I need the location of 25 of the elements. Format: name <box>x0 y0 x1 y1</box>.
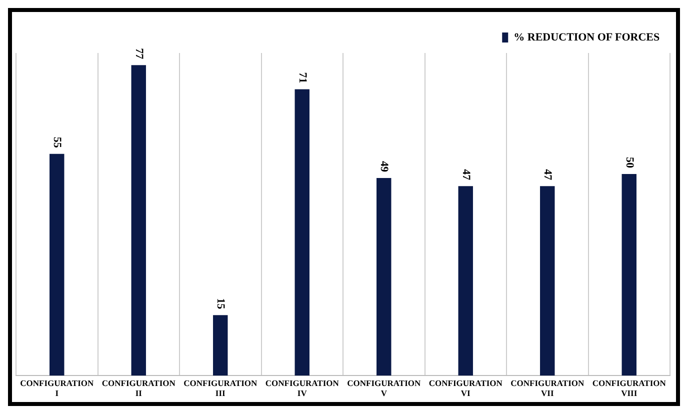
x-tick-label: CONFIGURATION VI <box>428 378 504 398</box>
data-label: 71 <box>296 72 308 84</box>
bar <box>622 174 636 376</box>
data-label: 55 <box>51 136 64 148</box>
bar <box>294 89 310 376</box>
x-tick-label: CONFIGURATION II <box>102 378 176 398</box>
data-label: 50 <box>623 156 636 168</box>
legend-label: % REDUCTION OF FORCES <box>514 31 660 44</box>
bar <box>213 315 228 376</box>
x-tick-label: CONFIGURATION III <box>184 378 258 398</box>
bar <box>376 178 392 376</box>
x-tick-label: CONFIGURATION I <box>20 378 94 398</box>
bar <box>50 154 64 376</box>
data-label: 49 <box>378 161 390 173</box>
bar <box>131 65 146 376</box>
data-label: 47 <box>460 169 472 181</box>
x-tick-label: CONFIGURATION VIII <box>592 378 667 398</box>
bar <box>540 186 555 376</box>
data-label: 77 <box>132 48 145 60</box>
bar <box>458 186 473 376</box>
x-tick-label: CONFIGURATION V <box>347 378 422 398</box>
data-label: 47 <box>542 169 554 181</box>
data-label: 15 <box>214 298 227 310</box>
x-tick-label: CONFIGURATION IV <box>265 378 340 398</box>
x-tick-label: CONFIGURATION VII <box>510 378 585 398</box>
